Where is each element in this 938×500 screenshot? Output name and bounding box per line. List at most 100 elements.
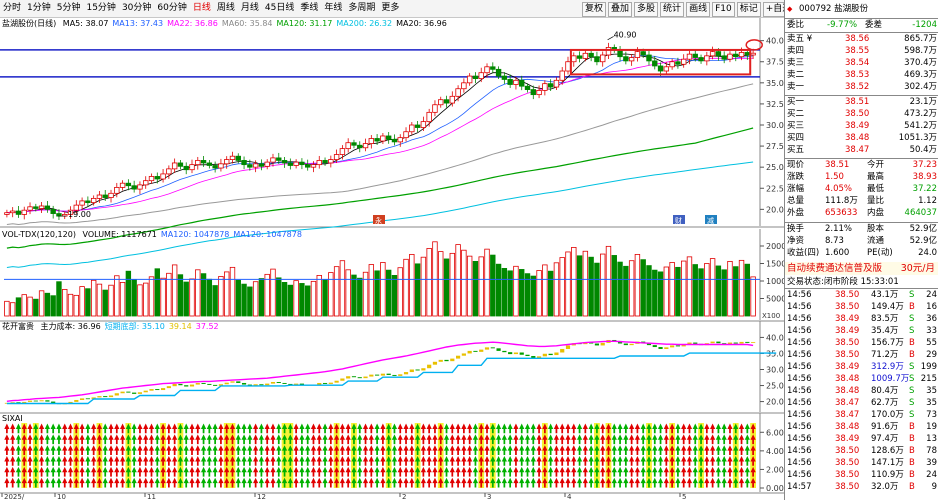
volume-bar: [738, 259, 745, 317]
candle-body: [524, 85, 531, 90]
tab-3[interactable]: 15分钟: [86, 3, 116, 13]
signal-arrow-icon: [195, 456, 201, 466]
tab-11[interactable]: 年线: [324, 3, 343, 13]
signal-arrow-icon: [640, 477, 646, 488]
signal-arrow-icon: [137, 445, 143, 455]
signal-arrow-icon: [472, 477, 479, 488]
signal-arrow-icon: [513, 423, 519, 434]
signal-arrow-icon: [114, 477, 120, 488]
tick-row: 14:56 38.50 128.6万 B 78: [787, 446, 937, 456]
signal-arrow-icon: [432, 434, 438, 445]
signal-arrow-icon: [334, 434, 340, 445]
tab-4[interactable]: 30分钟: [121, 3, 152, 13]
signal-arrow-icon: [247, 456, 253, 466]
signal-arrow-icon: [50, 456, 56, 466]
signal-arrow-icon: [646, 423, 652, 434]
y-tick-label: 35.00: [766, 79, 784, 88]
toolbar-button-0[interactable]: 复权: [582, 2, 607, 17]
signal-arrow-icon: [270, 477, 276, 488]
volume-bar: [663, 266, 670, 317]
signal-arrow-icon: [438, 423, 444, 434]
tab-2[interactable]: 5分钟: [56, 3, 81, 13]
tab-13[interactable]: 更多: [381, 3, 400, 13]
volume-bar: [345, 269, 351, 317]
x-tick-label: 2: [402, 493, 406, 500]
signal-arrow-icon: [420, 423, 426, 434]
indicator-candle: [201, 382, 206, 384]
signal-arrow-icon: [357, 466, 363, 477]
indicator-candle: [444, 359, 449, 362]
signal-arrow-icon: [513, 434, 519, 445]
signal-arrow-icon: [548, 434, 554, 445]
tab-1[interactable]: 1分钟: [27, 3, 51, 13]
tab-5[interactable]: 60分钟: [157, 3, 187, 13]
signal-arrow-icon: [588, 456, 594, 466]
signal-arrow-icon: [686, 456, 693, 466]
volume-bar: [490, 254, 496, 317]
chart-area[interactable]: 40.0037.5035.0032.5030.0027.5025.0022.50…: [0, 0, 784, 500]
signal-arrow-icon: [125, 434, 131, 445]
signal-arrow-icon: [420, 434, 426, 445]
candle-body: [709, 51, 716, 57]
toolbar-button-1[interactable]: 叠加: [608, 2, 633, 17]
indicator-candle: [259, 384, 264, 386]
signal-arrow-icon: [478, 423, 484, 434]
signal-arrow-icon: [715, 466, 722, 477]
signal-arrow-icon: [530, 466, 536, 477]
toolbar-button-3[interactable]: 统计: [660, 2, 685, 17]
signal-arrow-icon: [10, 434, 16, 445]
signal-arrow-icon: [119, 456, 126, 466]
signal-arrow-icon: [166, 456, 172, 466]
signal-highlight: [333, 423, 340, 488]
signal-arrow-icon: [91, 423, 97, 434]
toolbar-button-5[interactable]: F10: [712, 2, 735, 17]
candle-body: [686, 53, 693, 60]
candle-body: [692, 53, 698, 58]
toolbar-button-6[interactable]: 标记: [736, 2, 761, 17]
candle-body: [432, 104, 438, 113]
signal-arrow-icon: [681, 445, 687, 455]
indicator-candle: [334, 380, 339, 383]
indicator-title: 花开富贵: [2, 322, 34, 331]
toolbar-button-4[interactable]: 画线: [686, 2, 711, 17]
tab-0[interactable]: 分时: [3, 3, 22, 13]
signal-arrow-icon: [553, 445, 560, 455]
signal-arrow-icon: [443, 456, 450, 466]
signal-arrow-icon: [212, 445, 218, 455]
signal-arrow-icon: [484, 423, 490, 434]
signal-arrow-icon: [553, 466, 560, 477]
tab-7[interactable]: 周线: [216, 3, 235, 13]
signal-arrow-icon: [119, 445, 126, 455]
indicator-candle: [27, 400, 33, 402]
signal-arrow-icon: [559, 456, 565, 466]
candle-body: [50, 208, 56, 214]
tab-10[interactable]: 季线: [300, 3, 319, 13]
signal-arrow-icon: [114, 456, 120, 466]
signal-arrow-icon: [137, 466, 143, 477]
signal-arrow-icon: [386, 445, 392, 455]
tab-9[interactable]: 45日线: [264, 3, 295, 13]
signal-arrow-icon: [10, 445, 16, 455]
signal-arrow-icon: [21, 456, 27, 466]
tab-8[interactable]: 月线: [240, 3, 259, 13]
ad-banner[interactable]: 自动续费通达信普及版 30元/月: [785, 262, 938, 275]
signal-arrow-icon: [542, 456, 548, 466]
signal-arrow-icon: [258, 423, 265, 434]
signal-arrow-icon: [281, 423, 288, 434]
toolbar-button-2[interactable]: 多股: [634, 2, 659, 17]
signal-highlight: [594, 423, 600, 488]
signal-arrow-icon: [600, 477, 606, 488]
signal-arrow-icon: [264, 445, 270, 455]
signal-arrow-icon: [738, 477, 745, 488]
quote-panel: ◆ 000792 盐湖股份 委比 -9.77% 委差 -1204 卖五 ¥38.5…: [784, 0, 938, 500]
tick-row: 14:56 38.48 91.6万 B 19: [787, 422, 937, 432]
signal-arrow-icon: [484, 445, 490, 455]
signal-arrow-icon: [501, 466, 507, 477]
signal-arrow-icon: [443, 445, 450, 455]
tab-12[interactable]: 多周期: [348, 3, 376, 13]
signal-arrow-icon: [10, 423, 16, 434]
volume-bar: [692, 264, 698, 317]
signal-arrow-icon: [675, 445, 681, 455]
signal-arrow-icon: [172, 423, 178, 434]
tab-6[interactable]: 日线: [192, 3, 211, 13]
